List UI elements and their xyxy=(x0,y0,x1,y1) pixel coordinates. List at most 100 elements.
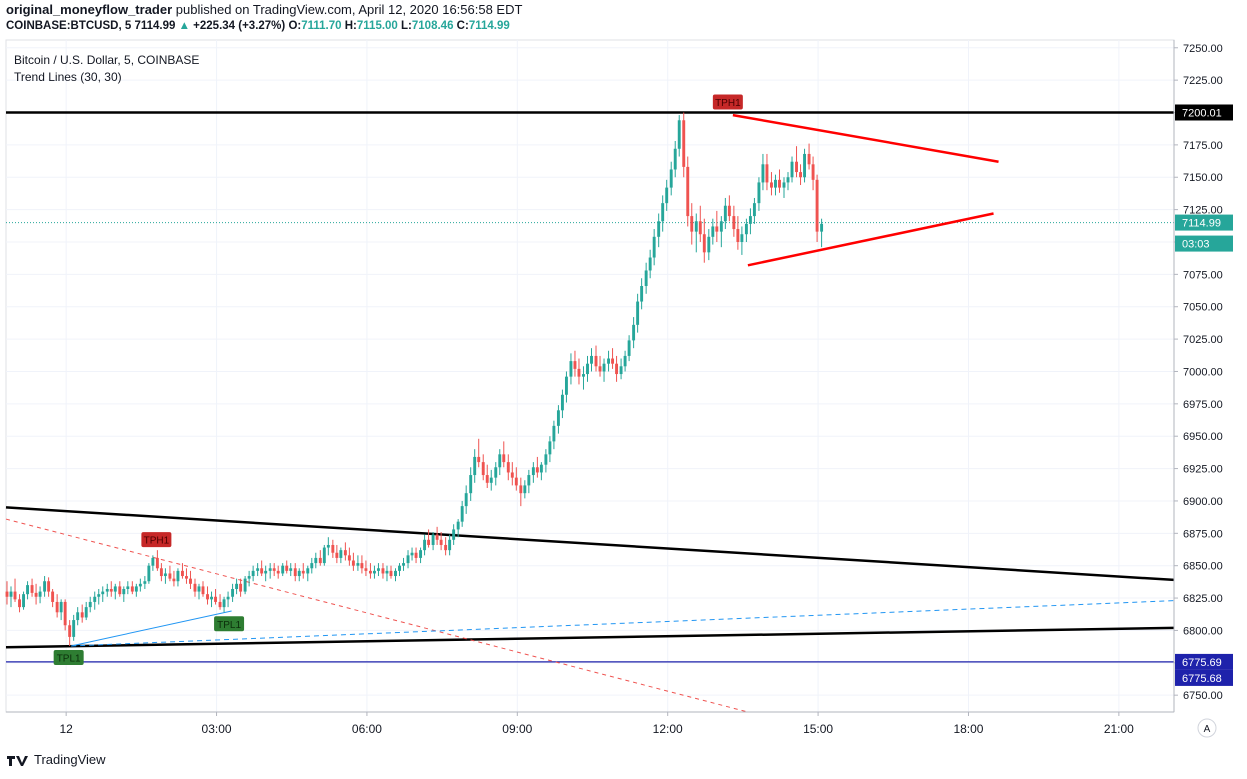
up-candle xyxy=(586,363,589,375)
up-candle xyxy=(210,596,213,600)
time-tick-label: 03:00 xyxy=(202,722,232,736)
up-candle xyxy=(752,203,756,217)
low-value: 7108.46 xyxy=(411,20,454,32)
down-candle xyxy=(272,568,276,571)
up-candle xyxy=(623,355,627,367)
up-candle xyxy=(310,563,314,569)
up-candle xyxy=(560,394,564,411)
time-tick-label: 12:00 xyxy=(653,722,683,736)
up-candle xyxy=(431,534,435,545)
down-candle xyxy=(55,601,59,613)
footer: TradingView xyxy=(6,752,106,767)
down-candle xyxy=(180,570,184,577)
up-candle xyxy=(661,203,665,222)
up-candle xyxy=(297,570,301,577)
down-candle xyxy=(414,552,418,558)
down-candle xyxy=(155,557,159,569)
pivot-high-label: TPH1 xyxy=(144,536,170,547)
down-candle xyxy=(502,454,506,463)
down-candle xyxy=(690,216,694,232)
up-candle xyxy=(264,570,268,574)
down-candle xyxy=(47,581,51,592)
up-candle xyxy=(569,361,573,377)
down-candle xyxy=(765,164,769,183)
down-candle xyxy=(293,568,297,577)
up-candle xyxy=(314,557,318,564)
low-label: L: xyxy=(401,20,412,32)
up-candle xyxy=(289,568,293,571)
up-candle xyxy=(632,324,636,341)
down-candle xyxy=(364,568,368,571)
up-candle xyxy=(448,539,452,551)
up-candle xyxy=(619,366,623,375)
up-candle xyxy=(564,376,568,395)
high-label: H: xyxy=(344,20,357,32)
up-candle xyxy=(748,216,752,224)
up-candle xyxy=(247,576,251,579)
down-candle xyxy=(535,467,539,473)
black-trend-line xyxy=(5,506,1175,582)
up-candle xyxy=(673,148,677,170)
pivot-low-badge xyxy=(214,616,245,632)
down-candle xyxy=(510,472,514,478)
up-candle xyxy=(306,568,310,574)
red-trend-line xyxy=(732,113,999,163)
brand-name[interactable]: TradingView xyxy=(34,752,106,767)
price-tick-label: 6850.00 xyxy=(1183,561,1223,573)
up-candle xyxy=(372,570,376,574)
up-candle xyxy=(694,221,698,232)
time-tick-label: 06:00 xyxy=(352,722,382,736)
up-arrow-icon: ▲ xyxy=(178,20,190,32)
up-candle xyxy=(84,607,88,618)
price-axis[interactable]: 6750.006775.006800.006825.006850.006875.… xyxy=(1174,43,1223,702)
up-candle xyxy=(782,182,786,188)
time-tick-label: 09:00 xyxy=(502,722,532,736)
up-candle xyxy=(602,363,606,372)
up-candle xyxy=(76,612,80,621)
up-candle xyxy=(126,586,130,589)
up-candle xyxy=(72,620,76,637)
down-candle xyxy=(799,172,802,178)
price-tick-label: 7125.00 xyxy=(1183,205,1223,217)
up-candle xyxy=(147,565,151,582)
down-candle xyxy=(301,570,305,574)
down-candle xyxy=(702,234,706,253)
up-candle xyxy=(281,565,285,574)
plot-area[interactable] xyxy=(5,39,1175,713)
up-candle xyxy=(719,221,723,232)
author-name[interactable]: original_moneyflow_trader xyxy=(6,2,173,17)
auto-scale-button[interactable] xyxy=(1197,718,1217,738)
up-candle xyxy=(707,236,711,253)
up-candle xyxy=(644,270,648,287)
up-candle xyxy=(356,563,360,566)
down-candle xyxy=(686,166,690,217)
down-candle xyxy=(68,625,72,637)
auto-scale-icon[interactable]: A xyxy=(1204,724,1211,735)
up-candle xyxy=(268,568,272,571)
down-candle xyxy=(698,221,702,235)
up-candle xyxy=(226,596,230,600)
up-candle xyxy=(222,599,226,608)
time-axis[interactable]: 12 03:00 06:00 09:00 12:00 15:00 18:00 21:00 xyxy=(59,712,1134,736)
up-candle xyxy=(723,205,727,222)
legend-title: Bitcoin / U.S. Dollar, 5, COINBASE xyxy=(14,53,199,67)
up-candle xyxy=(473,456,477,476)
publish-header: original_moneyflow_trader published on T… xyxy=(6,2,1236,34)
price-tick-label: 6825.00 xyxy=(1183,593,1223,605)
up-candle xyxy=(531,467,535,476)
down-candle xyxy=(427,539,431,545)
price-tick-label: 7225.00 xyxy=(1183,75,1223,87)
up-candle xyxy=(88,601,92,608)
down-candle xyxy=(368,570,372,574)
up-candle xyxy=(590,355,593,364)
down-candle xyxy=(80,612,84,618)
up-candle xyxy=(113,586,117,592)
up-candle xyxy=(134,586,138,592)
up-candle xyxy=(419,550,423,558)
down-candle xyxy=(770,182,773,188)
blue-dash-trend-line xyxy=(71,600,1175,647)
up-candle xyxy=(544,454,548,465)
down-candle xyxy=(727,205,731,217)
up-candle xyxy=(163,573,167,577)
